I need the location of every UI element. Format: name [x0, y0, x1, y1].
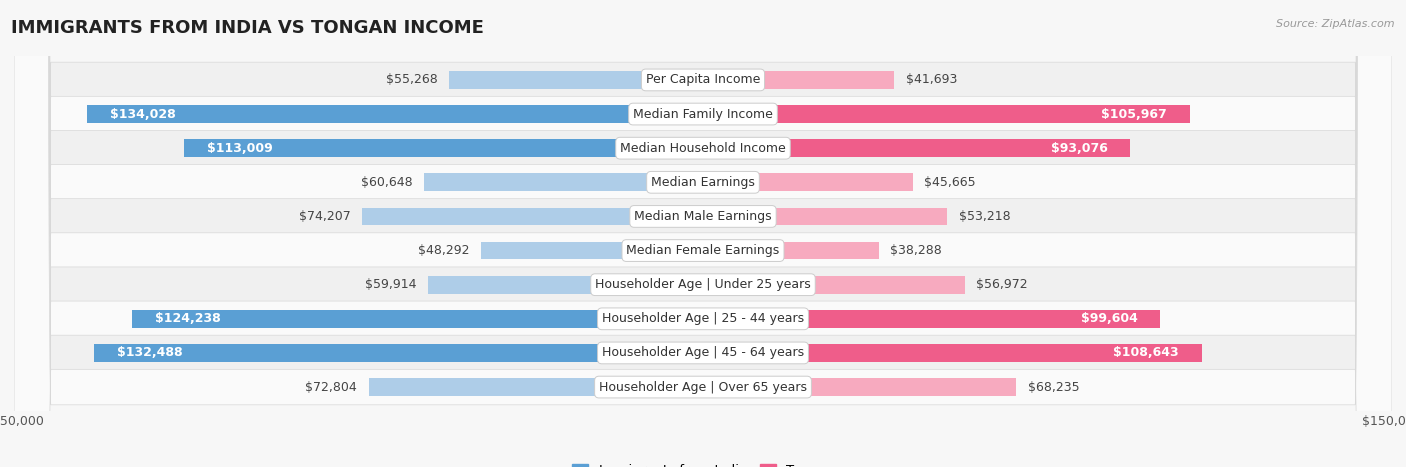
Text: $113,009: $113,009 [207, 142, 273, 155]
FancyBboxPatch shape [14, 0, 1392, 467]
Bar [703, 276, 965, 294]
Text: Householder Age | 25 - 44 years: Householder Age | 25 - 44 years [602, 312, 804, 325]
Text: $93,076: $93,076 [1050, 142, 1108, 155]
Text: $99,604: $99,604 [1081, 312, 1137, 325]
Text: $72,804: $72,804 [305, 381, 357, 394]
Text: $41,693: $41,693 [905, 73, 957, 86]
Text: $38,288: $38,288 [890, 244, 942, 257]
Text: Median Earnings: Median Earnings [651, 176, 755, 189]
Bar [363, 207, 703, 225]
Bar [427, 276, 703, 294]
Text: $124,238: $124,238 [155, 312, 221, 325]
Bar [184, 139, 703, 157]
Legend: Immigrants from India, Tongan: Immigrants from India, Tongan [567, 459, 839, 467]
Bar [703, 105, 1189, 123]
Bar [132, 310, 703, 328]
Bar [703, 71, 894, 89]
Text: $59,914: $59,914 [364, 278, 416, 291]
Text: $56,972: $56,972 [976, 278, 1028, 291]
Text: Median Male Earnings: Median Male Earnings [634, 210, 772, 223]
Bar [703, 173, 912, 191]
Bar [368, 378, 703, 396]
Text: Householder Age | 45 - 64 years: Householder Age | 45 - 64 years [602, 347, 804, 360]
FancyBboxPatch shape [14, 0, 1392, 467]
Bar [703, 378, 1017, 396]
FancyBboxPatch shape [14, 0, 1392, 467]
Text: Median Female Earnings: Median Female Earnings [627, 244, 779, 257]
FancyBboxPatch shape [14, 0, 1392, 467]
Bar [425, 173, 703, 191]
Text: $108,643: $108,643 [1114, 347, 1180, 360]
Text: IMMIGRANTS FROM INDIA VS TONGAN INCOME: IMMIGRANTS FROM INDIA VS TONGAN INCOME [11, 19, 484, 37]
Bar [481, 242, 703, 260]
Bar [449, 71, 703, 89]
FancyBboxPatch shape [14, 0, 1392, 467]
Text: $105,967: $105,967 [1101, 107, 1167, 120]
FancyBboxPatch shape [14, 0, 1392, 467]
FancyBboxPatch shape [14, 0, 1392, 467]
Bar [703, 242, 879, 260]
Bar [87, 105, 703, 123]
FancyBboxPatch shape [14, 0, 1392, 467]
Text: Householder Age | Over 65 years: Householder Age | Over 65 years [599, 381, 807, 394]
Bar [703, 344, 1202, 362]
Text: $132,488: $132,488 [118, 347, 183, 360]
Bar [703, 207, 948, 225]
FancyBboxPatch shape [14, 0, 1392, 467]
Bar [94, 344, 703, 362]
Text: $60,648: $60,648 [361, 176, 413, 189]
Text: $74,207: $74,207 [299, 210, 350, 223]
Text: Per Capita Income: Per Capita Income [645, 73, 761, 86]
Text: $48,292: $48,292 [418, 244, 470, 257]
Text: $45,665: $45,665 [924, 176, 976, 189]
Bar [703, 310, 1160, 328]
Text: Median Family Income: Median Family Income [633, 107, 773, 120]
FancyBboxPatch shape [14, 0, 1392, 467]
Text: Householder Age | Under 25 years: Householder Age | Under 25 years [595, 278, 811, 291]
Text: $53,218: $53,218 [959, 210, 1011, 223]
Text: $68,235: $68,235 [1028, 381, 1080, 394]
Text: Source: ZipAtlas.com: Source: ZipAtlas.com [1277, 19, 1395, 28]
Text: Median Household Income: Median Household Income [620, 142, 786, 155]
Text: $134,028: $134,028 [111, 107, 176, 120]
Text: $55,268: $55,268 [385, 73, 437, 86]
Bar [703, 139, 1130, 157]
